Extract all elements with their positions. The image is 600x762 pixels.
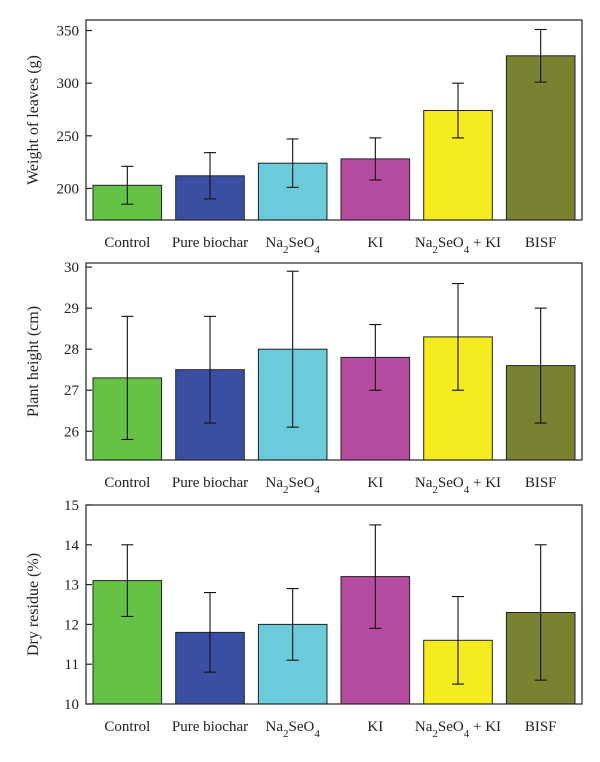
category-label-2-3: Na2SeO4 [265, 475, 320, 496]
category-label-1-5: Na2SeO4 + KI [415, 235, 501, 256]
y-axis-title-3: Dry residue (%) [25, 553, 42, 656]
category-label-1-1: Control [104, 235, 150, 251]
y-tick-label-1-4: 350 [57, 24, 80, 40]
error-bar-1-3 [286, 138, 299, 188]
y-tick-label-3-3: 12 [64, 617, 79, 633]
category-label-2-4: KI [367, 475, 383, 491]
error-bar-2-6 [534, 307, 547, 424]
error-bar-2-4 [369, 324, 382, 391]
category-label-3-6: BISF [525, 719, 557, 735]
y-tick-label-3-5: 14 [64, 538, 80, 554]
category-label-3-3: Na2SeO4 [265, 719, 320, 740]
error-bar-1-4 [369, 137, 382, 181]
error-bar-2-3 [286, 270, 299, 428]
y-tick-label-2-4: 29 [64, 301, 79, 317]
y-tick-label-2-2: 27 [64, 383, 80, 399]
plot-frame-2 [85, 262, 583, 461]
error-bar-2-5 [452, 282, 464, 391]
y-axis-title-1: Weight of leaves (g) [25, 55, 42, 185]
plot-frame-3 [85, 504, 583, 705]
category-label-3-4: KI [367, 719, 383, 735]
error-bar-2-1 [121, 315, 134, 441]
y-tick-label-3-6: 15 [64, 498, 79, 514]
y-tick-label-3-2: 11 [65, 657, 79, 673]
category-label-1-6: BISF [525, 235, 557, 251]
category-label-1-2: Pure biochar [172, 235, 248, 251]
y-tick-label-1-1: 200 [57, 181, 80, 197]
error-bar-3-6 [534, 544, 547, 681]
plot-frame-1 [85, 19, 583, 221]
error-bar-1-2 [204, 152, 216, 200]
chart-panel-3: Control Pure biochar Na2SeO4 KI Na2SeO4 + KI… [25, 498, 583, 740]
category-label-1-4: KI [367, 235, 383, 251]
error-bar-1-5 [452, 82, 464, 139]
category-label-2-2: Pure biochar [172, 475, 248, 491]
category-label-1-3: Na2SeO4 [265, 235, 320, 256]
y-tick-label-1-3: 300 [57, 76, 80, 92]
error-bar-1-6 [534, 28, 547, 83]
y-axis-title-2: Plant height (cm) [25, 306, 42, 417]
category-label-2-5: Na2SeO4 + KI [415, 475, 501, 496]
error-bar-2-2 [204, 315, 216, 424]
error-bar-3-2 [204, 592, 216, 673]
error-bar-3-4 [369, 524, 382, 629]
y-tick-label-3-1: 10 [64, 697, 79, 713]
error-bar-3-5 [452, 595, 464, 685]
y-tick-label-2-5: 30 [64, 260, 79, 276]
category-label-3-1: Control [104, 719, 150, 735]
category-label-3-2: Pure biochar [172, 719, 248, 735]
category-label-2-6: BISF [525, 475, 557, 491]
category-label-2-1: Control [104, 475, 150, 491]
category-label-3-5: Na2SeO4 + KI [415, 719, 501, 740]
y-tick-label-1-2: 250 [57, 129, 80, 145]
error-bar-3-1 [121, 544, 134, 617]
y-tick-label-2-1: 26 [64, 424, 80, 440]
bar-1-6 [505, 55, 576, 221]
chart-panel-2: Control Pure biochar Na2SeO4 KI Na2SeO4 + KI… [25, 260, 583, 496]
error-bar-1-1 [121, 165, 134, 205]
error-bar-3-3 [286, 588, 299, 661]
y-tick-label-3-4: 13 [64, 578, 79, 594]
y-tick-label-2-3: 28 [64, 342, 79, 358]
chart-panel-1: Control Pure biochar Na2SeO4 KI Na2SeO4 + KI… [25, 19, 583, 256]
